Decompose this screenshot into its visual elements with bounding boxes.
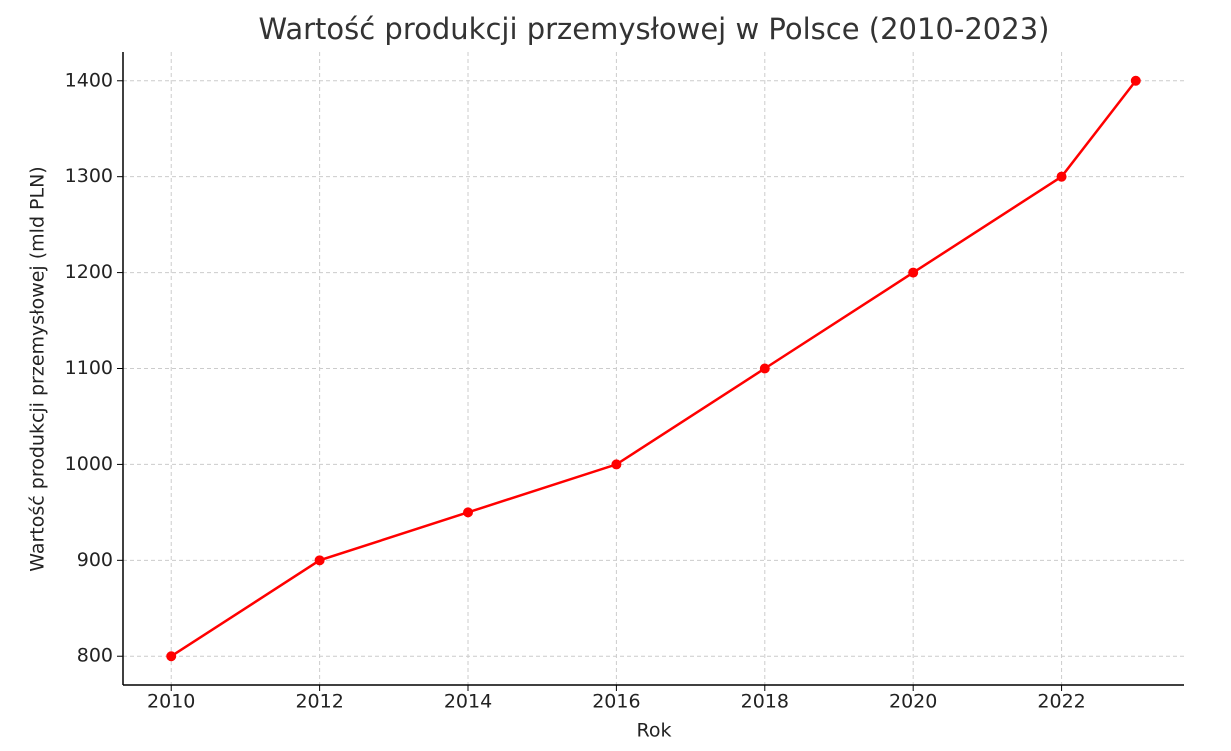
x-tick-label: 2012	[295, 691, 343, 713]
y-tick-label: 1100	[65, 357, 113, 379]
x-axis-label: Rok	[637, 720, 672, 742]
line	[170, 80, 1137, 658]
y-tick-label: 900	[77, 549, 113, 571]
x-tick-label: 2010	[147, 691, 195, 713]
x-tick-label: 2016	[592, 691, 640, 713]
point	[611, 459, 622, 470]
point	[166, 651, 177, 662]
point	[759, 363, 770, 374]
y-tick-label: 1000	[65, 453, 113, 475]
point	[314, 555, 325, 566]
x-tick-label: 2022	[1037, 691, 1085, 713]
y-tick-label: 1300	[65, 165, 113, 187]
x-tick-label: 2020	[889, 691, 937, 713]
y-tick-label: 1400	[65, 69, 113, 91]
x-tick-label: 2018	[741, 691, 789, 713]
point	[463, 507, 474, 518]
y-axis-label: Wartość produkcji przemysłowej (mld PLN)	[27, 166, 49, 571]
x-tick-label: 2014	[444, 691, 492, 713]
chart-title: Wartość produkcji przemysłowej w Polsce …	[259, 12, 1050, 46]
y-tick-label: 800	[77, 645, 113, 667]
point	[1130, 75, 1141, 86]
y-tick-label: 1200	[65, 261, 113, 283]
point	[908, 267, 919, 278]
point	[1056, 171, 1067, 182]
